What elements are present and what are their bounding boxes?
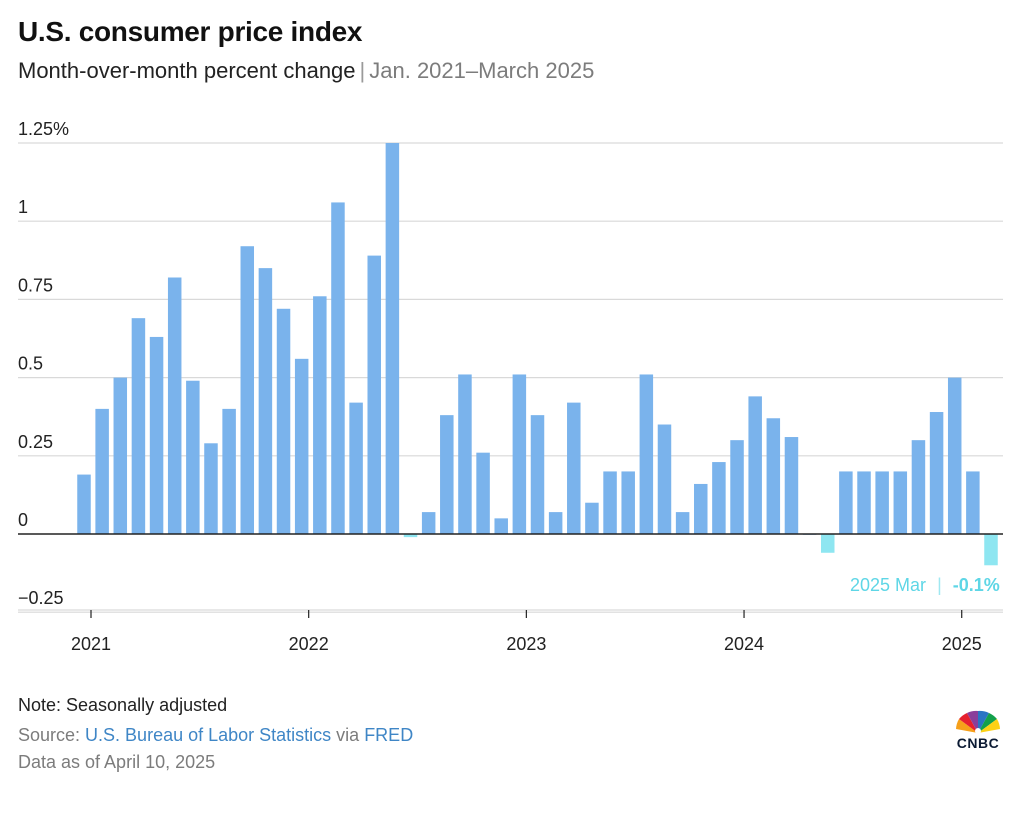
bar-2022-08: [421, 512, 436, 534]
bar-2022-12: [494, 518, 508, 534]
annotation-value: -0.1%: [953, 575, 1000, 595]
bar-2024-03: [766, 418, 781, 534]
bar-2021-09: [222, 408, 236, 534]
bar-2021-10: [240, 246, 255, 534]
x-tick-label: 2025: [942, 634, 982, 654]
bar-2022-05: [367, 255, 381, 535]
y-tick-label: 0.5: [18, 354, 43, 374]
bar-2023-08: [639, 374, 654, 534]
source-prefix: Source:: [18, 725, 86, 745]
bar-2024-07: [839, 471, 853, 534]
bar-2022-06: [385, 143, 400, 534]
bar-2024-01: [730, 440, 744, 534]
cpi-bar-chart: 1.25% 1 0.75 0.5 0.25 0 −0.25 2021 2022 2023 2024…: [18, 119, 1003, 654]
bar-2022-09: [440, 415, 454, 534]
x-tick-label: 2023: [506, 634, 546, 654]
y-tick-label: 0.75: [18, 275, 53, 295]
bar-2024-11: [911, 440, 926, 534]
bar-2022-10: [458, 374, 472, 534]
y-tick-label: 1: [18, 197, 28, 217]
bar-2023-05: [585, 502, 599, 534]
bar-2023-11: [694, 483, 708, 534]
bar-2022-04: [349, 402, 363, 534]
bar-2022-07: [403, 534, 418, 538]
bar-2022-01: [294, 358, 309, 534]
y-axis-labels: 1.25% 1 0.75 0.5 0.25 0 −0.25: [18, 119, 69, 608]
bar-2024-08: [857, 471, 871, 534]
note: Note: Seasonally adjusted: [18, 695, 228, 715]
bar-2024-06: [820, 534, 835, 553]
source-line: Source: U.S. Bureau of Labor Statistics …: [18, 725, 413, 746]
bar-2023-04: [567, 402, 581, 534]
bar-2022-11: [476, 452, 490, 534]
bar-2021-06: [167, 277, 182, 534]
bar-2023-12: [712, 462, 726, 534]
source-mid: via: [331, 725, 365, 745]
bar-2024-10: [893, 471, 908, 534]
y-tick-label: 1.25%: [18, 119, 69, 139]
annotation-separator: |: [937, 575, 942, 595]
data-as-of: Data as of April 10, 2025: [18, 752, 216, 772]
x-tick-label: 2021: [71, 634, 111, 654]
bars: [77, 143, 998, 566]
source-link-bls[interactable]: U.S. Bureau of Labor Statistics: [85, 725, 332, 745]
subtitle-text: Month-over-month percent change: [18, 58, 356, 83]
bar-2021-02: [95, 408, 109, 534]
y-tick-label: −0.25: [18, 588, 64, 608]
x-tick-label: 2022: [289, 634, 329, 654]
bar-2025-02: [966, 471, 980, 534]
bar-2022-03: [331, 202, 345, 534]
grid-layer: [18, 142, 1003, 613]
bar-2021-01: [77, 474, 91, 534]
peacock-icon: [956, 710, 1000, 734]
y-tick-label: 0.25: [18, 432, 53, 452]
x-axis: 2021 2022 2023 2024 2025: [18, 533, 1003, 654]
bar-2025-01: [947, 377, 962, 534]
bar-2023-07: [621, 471, 635, 534]
bar-2023-10: [675, 512, 690, 534]
source-link-fred[interactable]: FRED: [364, 725, 414, 745]
bar-2023-02: [530, 415, 545, 534]
bar-2021-08: [204, 443, 218, 534]
bar-2021-05: [149, 336, 164, 534]
subtitle-separator: |: [359, 58, 366, 83]
date-range: Jan. 2021–March 2025: [369, 58, 595, 83]
bar-2022-02: [313, 296, 327, 534]
last-value-annotation: 2025 Mar | -0.1%: [850, 575, 1000, 595]
bar-2021-07: [186, 380, 200, 534]
bar-2021-11: [258, 268, 273, 534]
bar-2021-04: [131, 318, 146, 534]
bar-2023-01: [512, 374, 527, 534]
bar-2024-04: [784, 437, 799, 534]
chart-subtitle: Month-over-month percent change | Jan. 202…: [18, 58, 594, 84]
bar-2023-06: [603, 471, 617, 534]
chart-title: U.S. consumer price index: [18, 16, 363, 47]
x-tick-label: 2024: [724, 634, 764, 654]
bar-2025-03: [984, 534, 998, 566]
bar-2024-02: [748, 396, 762, 534]
bar-2023-09: [657, 424, 672, 534]
bar-2021-12: [276, 308, 291, 534]
y-tick-label: 0: [18, 510, 28, 530]
bar-2024-12: [929, 412, 944, 534]
bar-2024-09: [875, 471, 889, 534]
bar-2023-03: [548, 512, 563, 534]
annotation-label: 2025 Mar: [850, 575, 926, 595]
cnbc-logo-text: CNBC: [956, 735, 1000, 751]
bar-2021-03: [113, 377, 128, 534]
